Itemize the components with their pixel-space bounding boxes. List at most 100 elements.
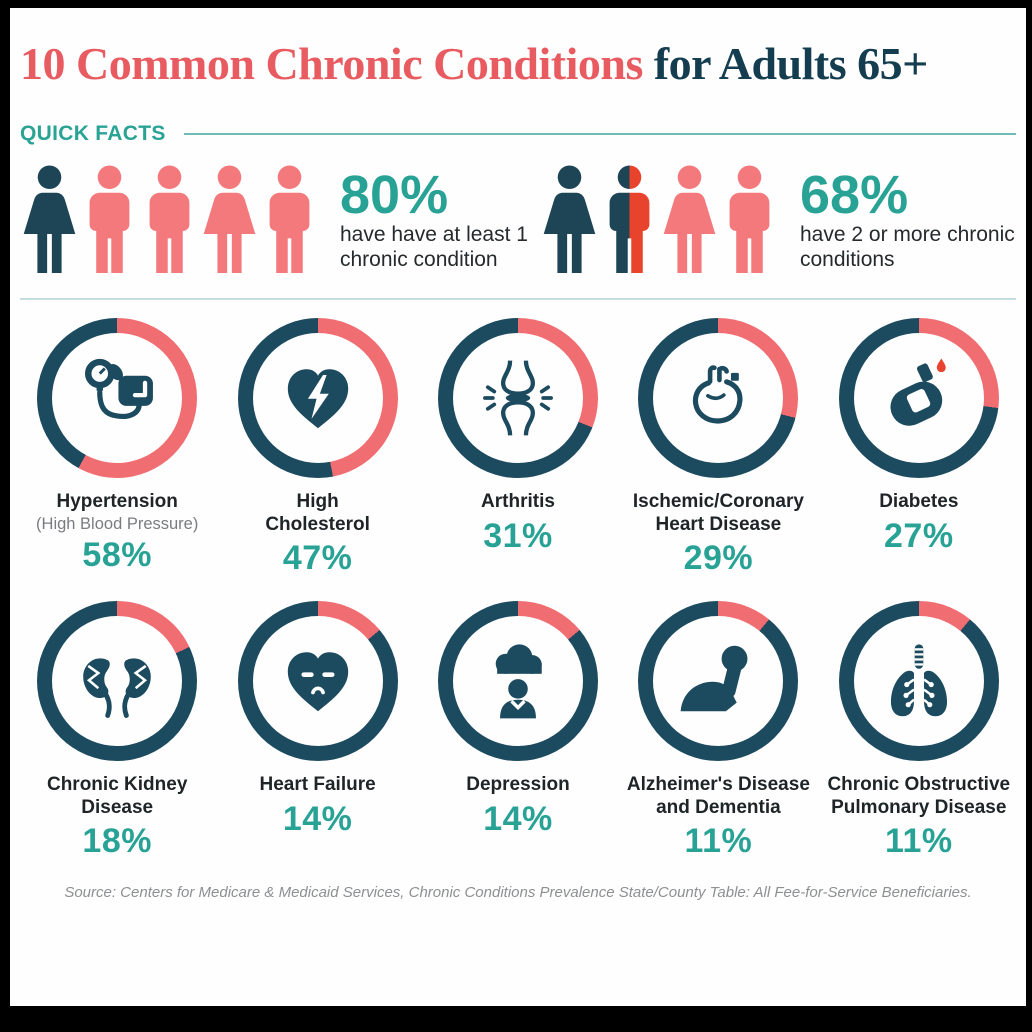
donut-ring: [638, 318, 799, 479]
male-split-person-icon: [609, 165, 650, 274]
condition-label-line: Disease: [81, 796, 154, 818]
person-pictogram-group: [20, 164, 320, 276]
fact-two-or-more-conditions: 68% have 2 or more chronic conditions: [540, 164, 1015, 276]
fact-text: 80% have have at least 1 chronic conditi…: [340, 168, 528, 273]
quick-facts-rule: [183, 133, 1016, 136]
donut-ring: [437, 601, 598, 762]
condition-label-line: Heart Disease: [655, 513, 782, 535]
donut-ring: [437, 318, 598, 479]
condition-label: Diabetes: [879, 491, 958, 513]
condition-percentage: 31%: [483, 516, 553, 555]
male-coral-person-icon: [89, 165, 130, 274]
fact-description-line: conditions: [800, 248, 895, 272]
title-adults-part: for Adults 65+: [642, 38, 928, 89]
section-divider: [20, 298, 1016, 301]
donut-ring: [37, 318, 198, 479]
condition-card: Hypertension (High Blood Pressure) 58%: [20, 318, 214, 575]
female-coral-person-icon: [203, 165, 256, 274]
condition-percentage: 11%: [884, 821, 953, 860]
donut-hole: [653, 616, 784, 747]
heart-icon: [672, 352, 764, 444]
condition-label-line: Heart Failure: [259, 774, 376, 796]
condition-label-line: Pulmonary Disease: [831, 796, 1007, 818]
condition-label: Alzheimer's Disease and Dementia: [627, 774, 810, 819]
condition-label: Depression: [466, 774, 569, 796]
condition-label: Chronic Obstructive Pulmonary Disease: [827, 774, 1010, 819]
condition-sublabel: (High Blood Pressure): [36, 514, 199, 533]
fact-percentage: 68%: [800, 164, 909, 225]
condition-card: Heart Failure 14%: [220, 601, 414, 858]
condition-card: Alzheimer's Disease and Dementia 11%: [621, 601, 815, 858]
condition-percentage: 18%: [82, 821, 152, 860]
condition-card: Chronic Obstructive Pulmonary Disease 11%: [822, 601, 1016, 858]
donut-hole: [52, 333, 183, 464]
condition-card: Ischemic/Coronary Heart Disease 29%: [621, 318, 815, 575]
condition-label-line: Depression: [466, 774, 570, 796]
person-pictogram-group: [540, 164, 780, 276]
weak-heart-icon: [272, 635, 364, 727]
condition-card: Arthritis 31%: [421, 318, 615, 575]
condition-label: High Cholesterol: [265, 491, 370, 536]
heart-attack-icon: [272, 352, 364, 444]
condition-label-line: Ischemic/Coronary: [632, 491, 804, 513]
fact-description-line: have 2 or more chronic: [800, 222, 1015, 246]
condition-percentage: 58%: [82, 535, 152, 574]
glucose-meter-icon: [873, 352, 965, 444]
blood-pressure-icon: [71, 352, 163, 444]
donut-ring: [37, 601, 198, 762]
condition-label: Hypertension: [56, 491, 177, 513]
condition-label-line: High: [296, 491, 339, 513]
donut-hole: [52, 616, 183, 747]
quick-facts-row: 80% have have at least 1 chronic conditi…: [20, 164, 1016, 276]
condition-label-line: Chronic Obstructive: [827, 774, 1011, 796]
condition-label: Heart Failure: [260, 774, 376, 796]
condition-label-line: Diabetes: [879, 491, 959, 513]
donut-ring: [638, 601, 799, 762]
page-title: 10 Common Chronic Conditions for Adults …: [20, 38, 1016, 89]
female-navy-person-icon: [543, 165, 596, 274]
joint-icon: [472, 352, 564, 444]
donut-hole: [853, 616, 984, 747]
donut-ring: [237, 601, 398, 762]
condition-percentage: 29%: [683, 539, 754, 578]
donut-ring: [838, 318, 999, 479]
title-conditions-part: 10 Common Chronic Conditions: [20, 38, 643, 89]
donut-ring: [237, 318, 398, 479]
condition-card: Depression 14%: [421, 601, 615, 858]
male-coral-person-icon: [149, 165, 190, 274]
male-coral-person-icon: [269, 165, 310, 274]
fact-description-line: chronic condition: [340, 248, 498, 272]
condition-label-line: Chronic Kidney: [46, 774, 188, 796]
condition-percentage: 14%: [483, 799, 553, 838]
condition-card: High Cholesterol 47%: [220, 318, 414, 575]
condition-percentage: 27%: [884, 516, 954, 555]
fact-percentage: 80%: [340, 164, 449, 225]
alzheimers-icon: [672, 635, 764, 727]
quick-facts-header: QUICK FACTS: [20, 122, 1016, 146]
conditions-grid: Hypertension (High Blood Pressure) 58% H…: [20, 318, 1016, 858]
female-navy-person-icon: [23, 165, 76, 274]
female-coral-person-icon: [663, 165, 716, 274]
donut-ring: [838, 601, 999, 762]
condition-percentage: 14%: [282, 799, 353, 838]
condition-label-line: and Dementia: [656, 796, 781, 818]
fact-text: 68% have 2 or more chronic conditions: [800, 168, 1015, 273]
condition-percentage: 47%: [282, 539, 353, 578]
condition-label-line: Hypertension: [56, 491, 178, 513]
condition-label: Ischemic/Coronary Heart Disease: [633, 491, 804, 536]
condition-label-line: Cholesterol: [265, 513, 370, 535]
fact-description-line: have have at least 1: [340, 222, 528, 246]
condition-card: Diabetes 27%: [822, 318, 1016, 575]
infographic-page: 10 Common Chronic Conditions for Adults …: [10, 8, 1026, 1006]
condition-label: Arthritis: [481, 491, 555, 513]
kidneys-icon: [71, 635, 163, 727]
condition-label-line: Alzheimer's Disease: [626, 774, 810, 796]
condition-label-line: Arthritis: [481, 491, 555, 513]
depression-icon: [472, 635, 564, 727]
condition-label: Chronic Kidney Disease: [47, 774, 187, 819]
lungs-icon: [873, 635, 965, 727]
condition-percentage: 11%: [684, 821, 753, 860]
condition-card: Chronic Kidney Disease 18%: [20, 601, 214, 858]
fact-at-least-one-condition: 80% have have at least 1 chronic conditi…: [20, 164, 540, 276]
source-citation: Source: Centers for Medicare & Medicaid …: [64, 883, 972, 901]
